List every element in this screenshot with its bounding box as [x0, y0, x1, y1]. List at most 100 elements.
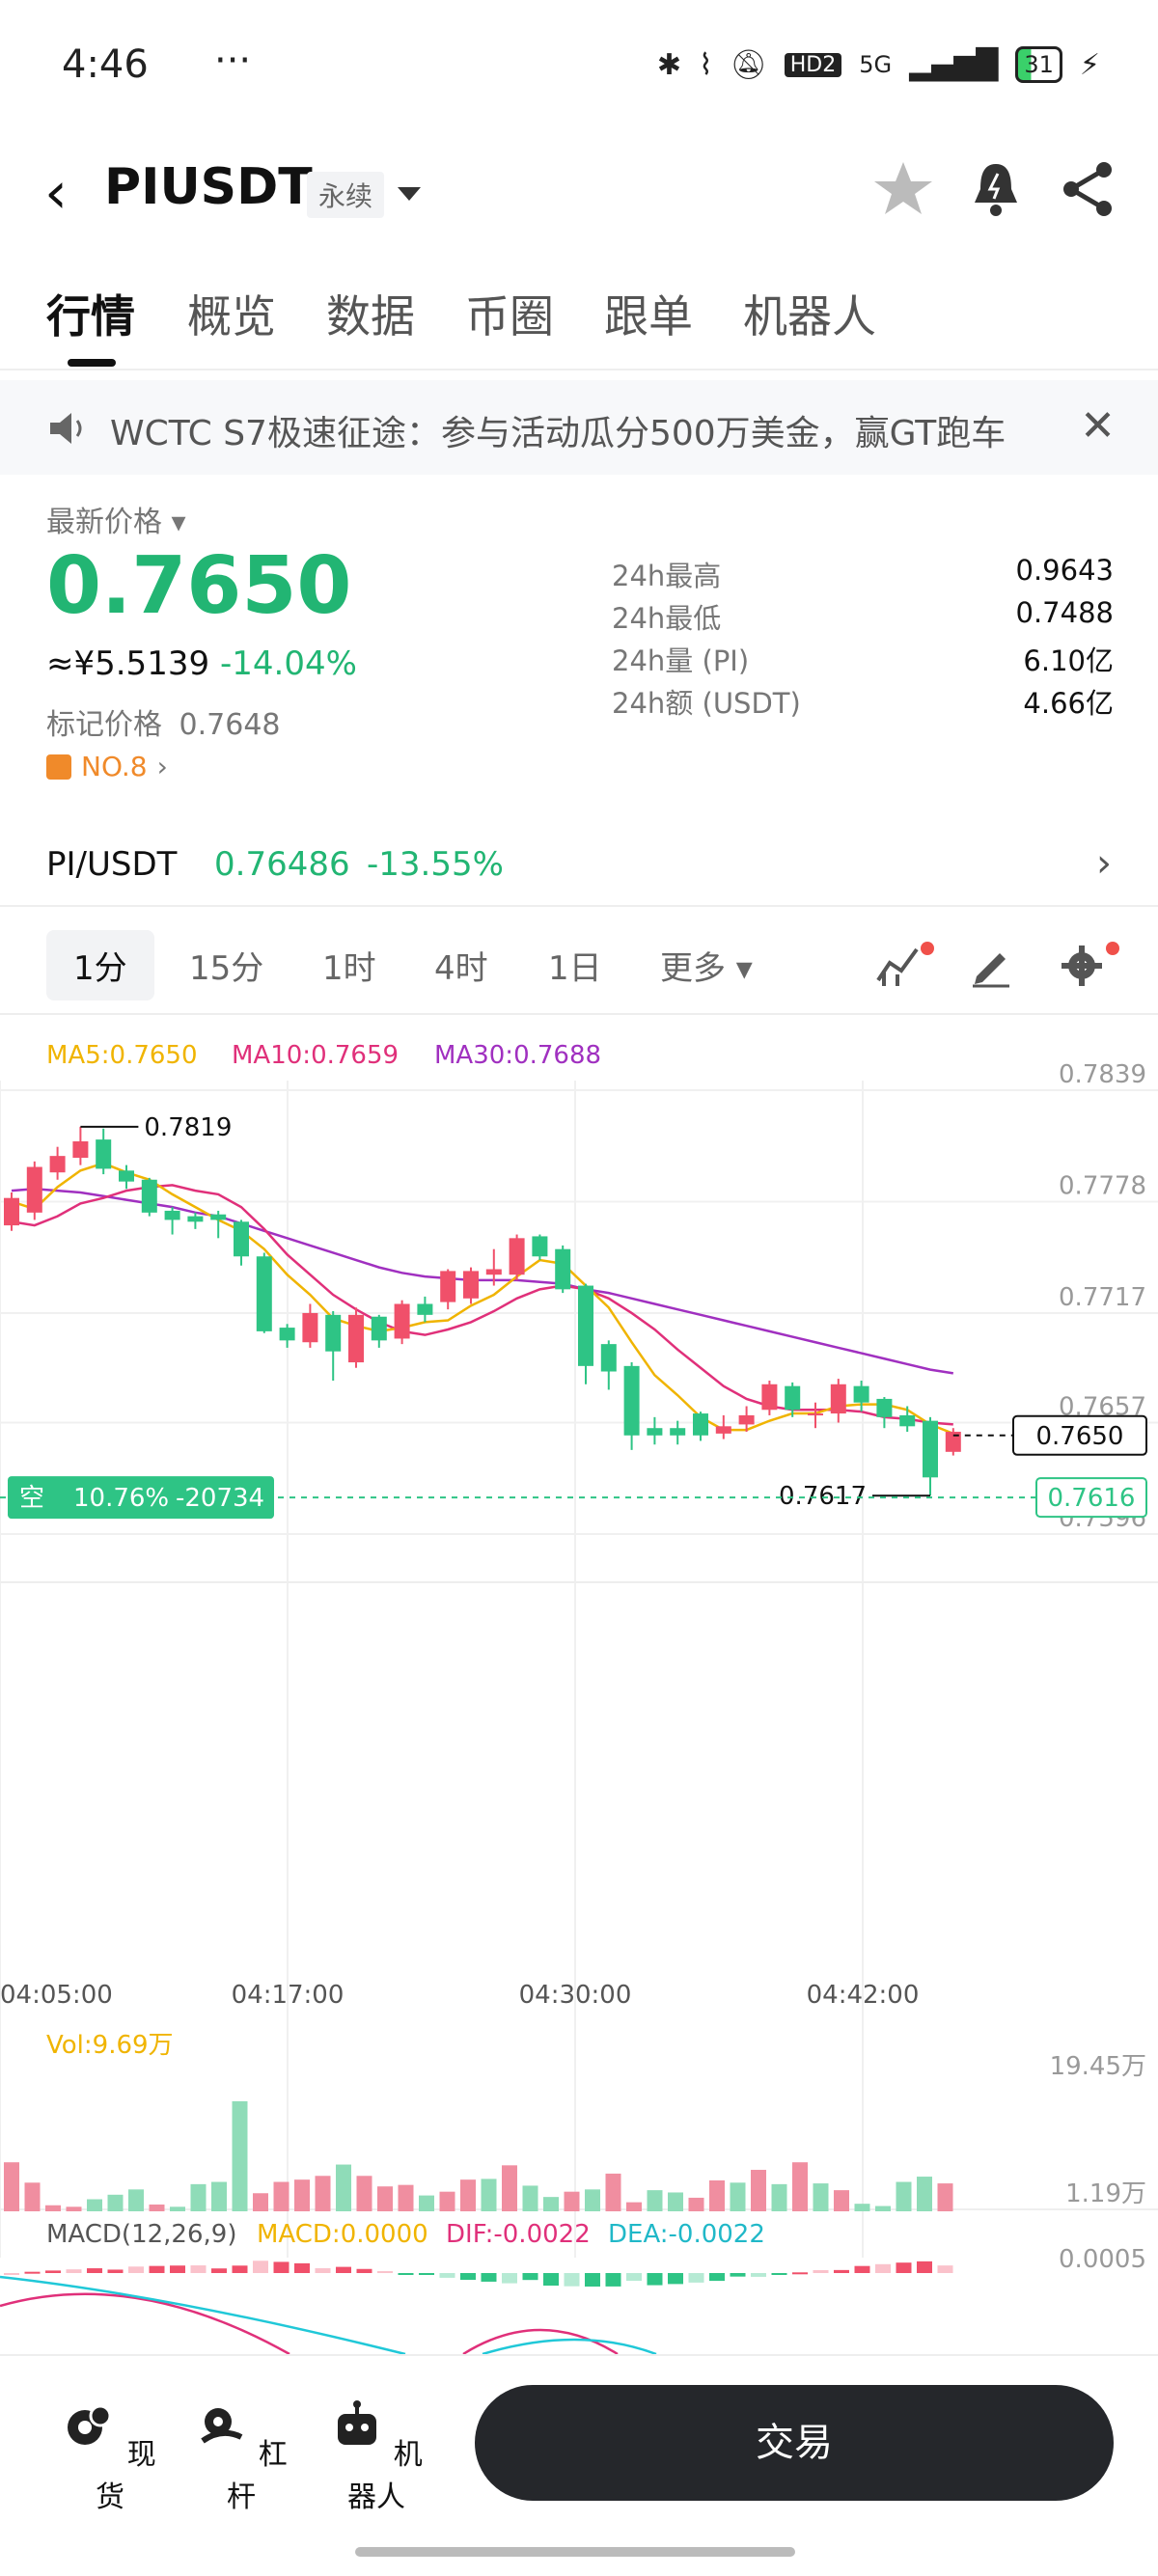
- interval-1h[interactable]: 1时: [322, 949, 376, 988]
- back-icon[interactable]: ‹: [44, 159, 68, 227]
- candle-body: [187, 1216, 204, 1222]
- tab-overview[interactable]: 概览: [187, 290, 276, 343]
- volume-bar: [751, 2170, 766, 2211]
- interval-4h[interactable]: 4时: [434, 949, 488, 988]
- margin-button[interactable]: 杠杆: [183, 2398, 299, 2515]
- contract-type-tag[interactable]: 永续: [307, 172, 385, 218]
- macd-y-tick: 0.0005: [1059, 2245, 1146, 2274]
- stat-row: 24h最低 0.7488: [612, 596, 1114, 639]
- macd-bar: [709, 2273, 725, 2282]
- candle-body: [49, 1156, 66, 1173]
- candle-body: [302, 1312, 318, 1343]
- volume-bar: [937, 2183, 953, 2211]
- bot-button[interactable]: 机器人: [318, 2398, 434, 2515]
- trade-button[interactable]: 交易: [475, 2385, 1114, 2501]
- position-amount: -20734: [176, 1484, 264, 1513]
- macd-bar: [771, 2273, 787, 2275]
- nav-header: ‹ PIUSDT 永续: [0, 135, 1158, 260]
- bell-icon[interactable]: [961, 154, 1031, 224]
- status-time: 4:46: [62, 42, 149, 87]
- chart-area[interactable]: MA5:0.7650 MA10:0.7659 MA30:0.7688 0.783…: [0, 1023, 1158, 2354]
- candle-body: [532, 1236, 548, 1257]
- tab-bots[interactable]: 机器人: [743, 290, 876, 343]
- candle-body: [417, 1303, 433, 1315]
- macd-bar: [792, 2272, 808, 2275]
- volume-bar: [917, 2177, 932, 2211]
- interval-1m[interactable]: 1分: [46, 930, 154, 1000]
- volume-bar: [647, 2190, 663, 2211]
- candle-body: [463, 1271, 479, 1299]
- volume-bar: [211, 2181, 227, 2211]
- rank-badge[interactable]: NO.8 ›: [46, 751, 168, 782]
- share-icon[interactable]: [1054, 154, 1123, 224]
- interval-more[interactable]: 更多 ▾: [660, 949, 753, 988]
- star-icon[interactable]: [868, 154, 938, 224]
- bluetooth-icon: ✱: [656, 47, 681, 82]
- candle-body: [141, 1179, 157, 1213]
- tab-market[interactable]: 行情: [46, 290, 135, 343]
- macd-bar: [315, 2267, 331, 2273]
- dif-value: DIF:-0.0022: [446, 2220, 591, 2249]
- stat-label: 24h额 (USDT): [612, 687, 801, 720]
- caret-down-icon[interactable]: [398, 187, 421, 201]
- draw-pencil-icon[interactable]: [967, 942, 1015, 990]
- dif-line: [0, 2292, 619, 2354]
- candle-body: [808, 1413, 823, 1416]
- margin-label: 杠杆: [227, 2438, 288, 2514]
- volume-bar: [460, 2179, 476, 2211]
- x-tick-label: 04:30:00: [519, 1981, 632, 2010]
- position-price-tag-box: [1035, 1477, 1147, 1519]
- latest-price-label[interactable]: 最新价格 ▾: [46, 506, 186, 539]
- volume-bar: [253, 2193, 268, 2211]
- y-tick-label: 0.7717: [1059, 1283, 1146, 1312]
- dea-line: [0, 2275, 657, 2354]
- chevron-right-icon: ›: [1096, 841, 1112, 886]
- spot-button[interactable]: 现货: [52, 2398, 168, 2515]
- volume-bar: [128, 2189, 144, 2211]
- candle-body: [210, 1214, 227, 1220]
- macd-bar: [813, 2269, 829, 2273]
- close-icon[interactable]: ✕: [1080, 401, 1116, 451]
- bot-label: 机器人: [347, 2438, 423, 2514]
- volume-bar: [190, 2183, 207, 2211]
- macd-bar: [730, 2273, 746, 2277]
- tab-copy-trading[interactable]: 跟单: [604, 290, 693, 343]
- interval-15m[interactable]: 15分: [189, 949, 264, 988]
- candle-body: [670, 1428, 686, 1436]
- ma5-line: [11, 1162, 954, 1436]
- announcement-bar[interactable]: WCTC S7极速征途：参与活动瓜分500万美金，赢GT跑车 ✕: [0, 380, 1158, 475]
- dea-value: DEA:-0.0022: [608, 2220, 765, 2249]
- macd-bar: [522, 2273, 538, 2281]
- settings-gear-icon[interactable]: [1058, 942, 1106, 990]
- macd-bar: [24, 2271, 41, 2274]
- macd-bar: [294, 2262, 310, 2273]
- macd-bar: [211, 2268, 227, 2273]
- interval-1d[interactable]: 1日: [548, 949, 602, 988]
- candlestick-chart[interactable]: MA5:0.7650 MA10:0.7659 MA30:0.7688 0.783…: [0, 1023, 1158, 2354]
- stat-label: 24h最高: [612, 560, 722, 592]
- volume-bar: [170, 2206, 185, 2211]
- candle-body: [279, 1328, 295, 1341]
- tab-community[interactable]: 币圈: [465, 290, 554, 343]
- macd-bar: [854, 2265, 870, 2273]
- symbol-title[interactable]: PIUSDT: [104, 158, 313, 216]
- announcement-text[interactable]: WCTC S7极速征途：参与活动瓜分500万美金，赢GT跑车: [110, 414, 1006, 453]
- ma5-legend: MA5:0.7650: [46, 1041, 198, 1070]
- candle-body: [876, 1398, 893, 1417]
- moving-average-lines: [11, 1162, 954, 1436]
- candle-body: [485, 1269, 502, 1275]
- macd-bar: [398, 2273, 414, 2275]
- last-price-tag-box: [1012, 1414, 1147, 1456]
- active-tab-indicator: [68, 359, 116, 367]
- volume-bar: [377, 2186, 393, 2211]
- last-price: 0.7650: [46, 540, 352, 632]
- spot-pair-row[interactable]: PI/USDT 0.76486 -13.55% ›: [0, 828, 1158, 907]
- stat-value: 4.66亿: [1023, 687, 1114, 720]
- volume-bar: [834, 2190, 849, 2211]
- indicator-icon[interactable]: [874, 942, 923, 990]
- chevron-right-icon: ›: [156, 751, 168, 782]
- tab-data[interactable]: 数据: [326, 290, 415, 343]
- position-price-tag: 0.7616: [1048, 1484, 1136, 1513]
- main-tabs: 行情 概览 数据 币圈 跟单 机器人: [0, 270, 1158, 370]
- volume-bar: [585, 2189, 600, 2211]
